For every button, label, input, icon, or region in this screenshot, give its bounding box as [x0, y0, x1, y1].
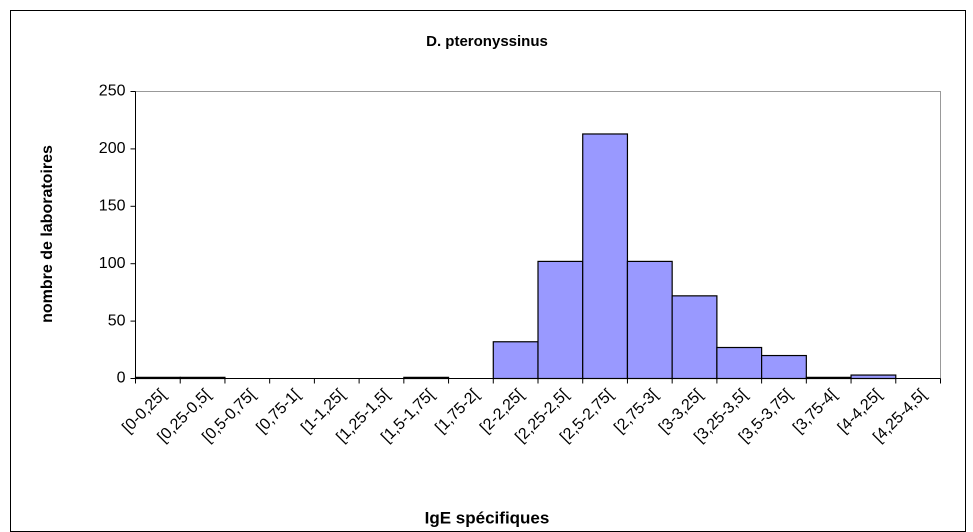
x-axis-label: IgE spécifiques — [425, 508, 550, 527]
y-tick-label: 0 — [117, 370, 126, 387]
bar — [626, 260, 673, 380]
y-tick-label: 250 — [99, 83, 126, 100]
bar — [582, 133, 629, 380]
y-tick-label: 50 — [108, 312, 126, 329]
bar — [716, 346, 763, 380]
chart-frame — [10, 10, 966, 532]
chart-title: D. pteronyssinus — [426, 33, 548, 50]
y-tick-label: 200 — [99, 140, 126, 157]
bar — [671, 295, 718, 380]
bar — [850, 374, 897, 380]
bar — [537, 260, 584, 380]
y-tick-label: 150 — [99, 198, 126, 215]
bar — [492, 341, 539, 380]
y-tick-label: 100 — [99, 255, 126, 272]
y-axis-label: nombre de laboratoires — [39, 145, 56, 323]
bar — [761, 354, 807, 380]
